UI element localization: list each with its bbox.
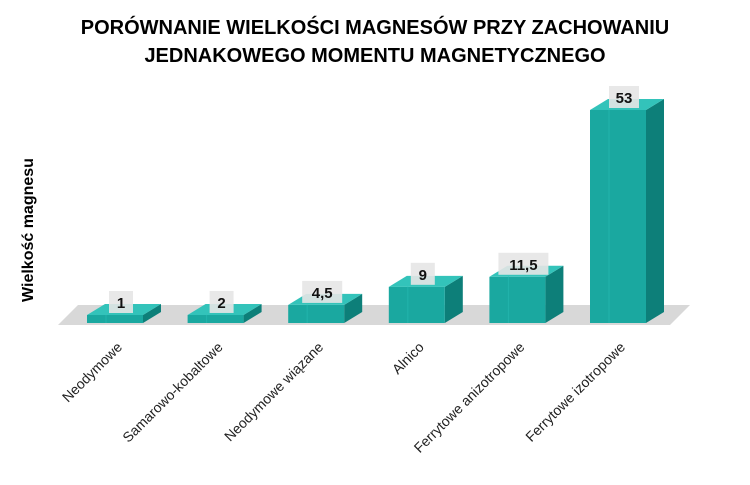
data-label-text: 2	[217, 295, 225, 312]
category-tick-label: Samarowo-kobaltowe	[119, 339, 226, 446]
chart-title: PORÓWNANIE WIELKOŚCI MAGNESÓW PRZY ZACHO…	[0, 14, 750, 70]
chart-title-line-1: PORÓWNANIE WIELKOŚCI MAGNESÓW PRZY ZACHO…	[80, 17, 670, 39]
data-label-box	[302, 280, 343, 303]
bar-front-face	[388, 286, 445, 323]
bars-group	[87, 99, 664, 323]
bar-side-face	[344, 293, 363, 323]
data-label-6: 53	[609, 86, 639, 108]
data-label-box	[109, 291, 133, 313]
bar-front-face	[590, 110, 646, 323]
chart-title-line-2: JEDNAKOWEGO MOMENTU MAGNETYCZNEGO	[144, 45, 606, 67]
bar-6	[590, 99, 664, 323]
data-label-box	[609, 86, 639, 108]
category-tick-label: Neodymowe	[59, 339, 125, 405]
bar-front-face	[87, 315, 143, 323]
data-label-text: 1	[117, 295, 125, 312]
category-tick-label: Ferrytowe izotropowe	[522, 339, 628, 445]
data-label-text: 9	[419, 267, 427, 284]
bar-front-face	[489, 276, 546, 323]
data-label-4: 9	[410, 262, 435, 285]
data-label-3: 4,5	[302, 280, 343, 303]
bar-side-face	[143, 304, 161, 323]
bar-side-face	[243, 303, 262, 323]
data-label-2: 2	[209, 290, 234, 313]
data-label-text: 4,5	[312, 285, 333, 302]
data-label-box	[209, 290, 234, 313]
data-label-5: 11,5	[498, 252, 549, 275]
bar-front-face	[187, 314, 244, 323]
category-tick-label: Neodymowe wiązane	[221, 339, 327, 445]
data-label-text: 11,5	[509, 257, 537, 274]
bar-side-face	[646, 99, 664, 323]
category-tick-label: Alnico	[389, 339, 427, 377]
data-label-1: 1	[109, 291, 133, 313]
data-labels-group: 1 2 4,5 9 11,5 53	[109, 86, 639, 313]
category-tick-label: Ferrytowe anizotropowe	[411, 339, 528, 456]
data-label-box	[410, 262, 435, 285]
data-label-text: 53	[616, 90, 633, 107]
data-label-box	[498, 252, 549, 275]
bar-side-face	[444, 275, 463, 323]
bar-front-face	[288, 304, 345, 323]
bar-side-face	[545, 265, 564, 323]
y-axis-label: Wielkość magnesu	[20, 158, 37, 302]
